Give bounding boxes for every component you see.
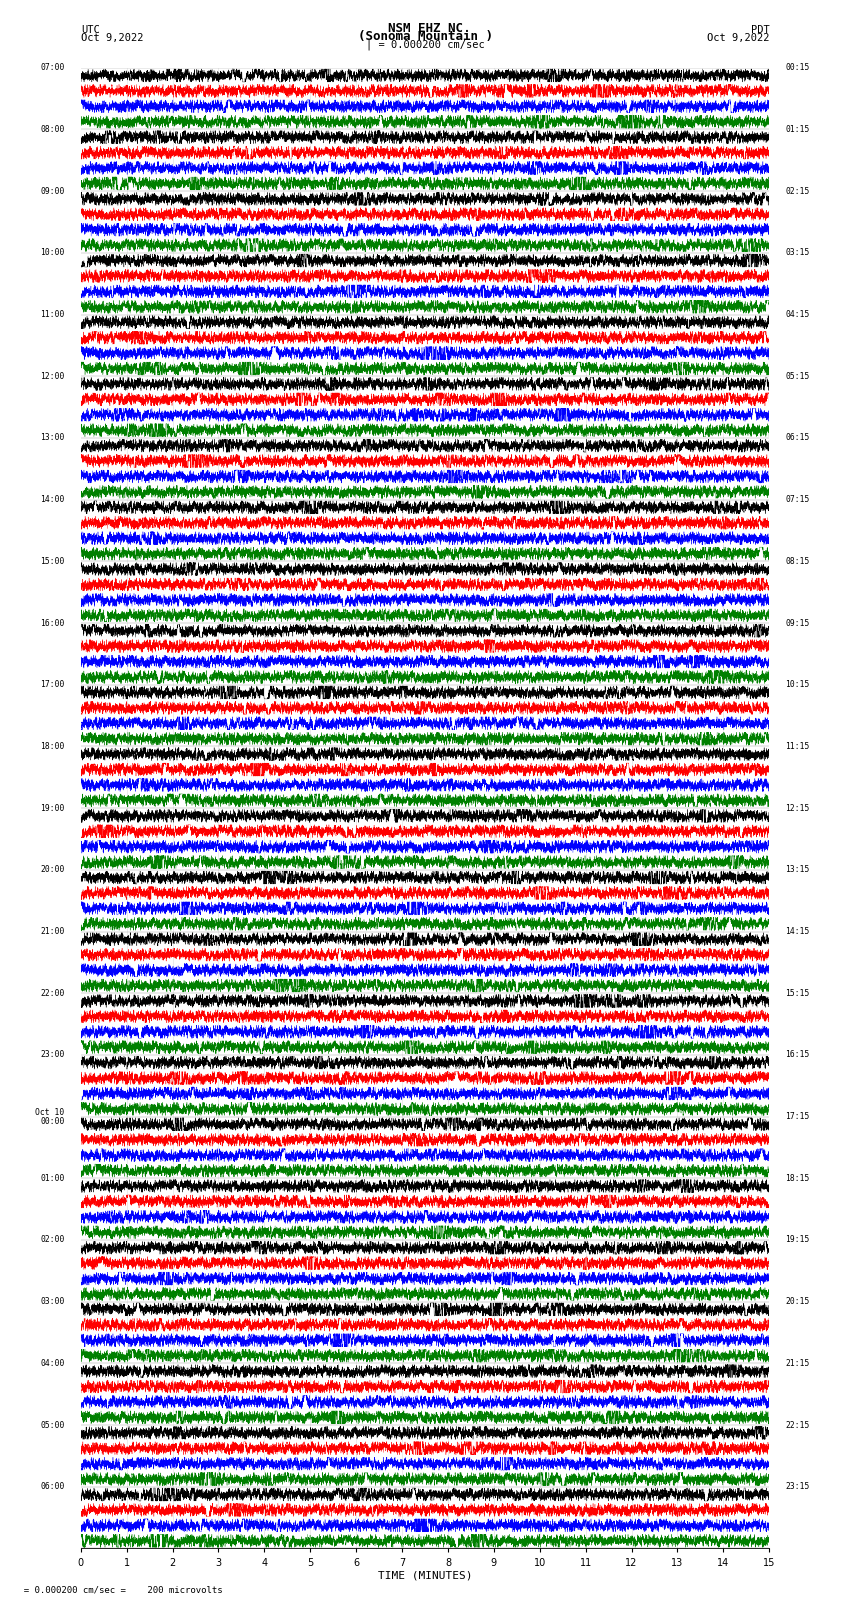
Text: = 0.000200 cm/sec =    200 microvolts: = 0.000200 cm/sec = 200 microvolts [13,1586,223,1594]
Text: 05:15: 05:15 [785,371,810,381]
Text: 07:00: 07:00 [40,63,65,73]
Text: 13:00: 13:00 [40,434,65,442]
Text: 03:00: 03:00 [40,1297,65,1307]
Text: 06:00: 06:00 [40,1482,65,1492]
Text: 05:00: 05:00 [40,1421,65,1429]
Text: PDT: PDT [751,24,769,35]
Text: 14:00: 14:00 [40,495,65,505]
Text: 04:00: 04:00 [40,1358,65,1368]
Text: (Sonoma Mountain ): (Sonoma Mountain ) [358,29,492,44]
Text: 19:00: 19:00 [40,803,65,813]
Text: 17:00: 17:00 [40,681,65,689]
Text: 07:15: 07:15 [785,495,810,505]
Text: 18:15: 18:15 [785,1174,810,1182]
X-axis label: TIME (MINUTES): TIME (MINUTES) [377,1571,473,1581]
Text: 02:15: 02:15 [785,187,810,195]
Text: 03:15: 03:15 [785,248,810,258]
Text: 11:00: 11:00 [40,310,65,319]
Text: 02:00: 02:00 [40,1236,65,1245]
Text: 15:00: 15:00 [40,556,65,566]
Text: 22:15: 22:15 [785,1421,810,1429]
Text: 09:00: 09:00 [40,187,65,195]
Text: 00:15: 00:15 [785,63,810,73]
Text: 17:15: 17:15 [785,1111,810,1121]
Text: 15:15: 15:15 [785,989,810,998]
Text: 22:00: 22:00 [40,989,65,998]
Text: 18:00: 18:00 [40,742,65,752]
Text: NSM EHZ NC: NSM EHZ NC [388,21,462,35]
Text: 08:15: 08:15 [785,556,810,566]
Text: 16:15: 16:15 [785,1050,810,1060]
Text: 21:15: 21:15 [785,1358,810,1368]
Text: 12:15: 12:15 [785,803,810,813]
Text: 23:15: 23:15 [785,1482,810,1492]
Text: 09:15: 09:15 [785,618,810,627]
Text: 08:00: 08:00 [40,124,65,134]
Text: UTC: UTC [81,24,99,35]
Text: Oct 10: Oct 10 [36,1108,65,1116]
Text: 00:00: 00:00 [40,1116,65,1126]
Text: Oct 9,2022: Oct 9,2022 [81,32,144,44]
Text: Oct 9,2022: Oct 9,2022 [706,32,769,44]
Text: 13:15: 13:15 [785,865,810,874]
Text: 20:00: 20:00 [40,865,65,874]
Text: 06:15: 06:15 [785,434,810,442]
Text: 01:15: 01:15 [785,124,810,134]
Text: 10:00: 10:00 [40,248,65,258]
Text: 12:00: 12:00 [40,371,65,381]
Text: 10:15: 10:15 [785,681,810,689]
Text: 20:15: 20:15 [785,1297,810,1307]
Text: 16:00: 16:00 [40,618,65,627]
Text: 19:15: 19:15 [785,1236,810,1245]
Text: 04:15: 04:15 [785,310,810,319]
Text: 21:00: 21:00 [40,927,65,936]
Text: 11:15: 11:15 [785,742,810,752]
Text: 14:15: 14:15 [785,927,810,936]
Text: 23:00: 23:00 [40,1050,65,1060]
Text: 01:00: 01:00 [40,1174,65,1182]
Text: | = 0.000200 cm/sec: | = 0.000200 cm/sec [366,39,484,50]
